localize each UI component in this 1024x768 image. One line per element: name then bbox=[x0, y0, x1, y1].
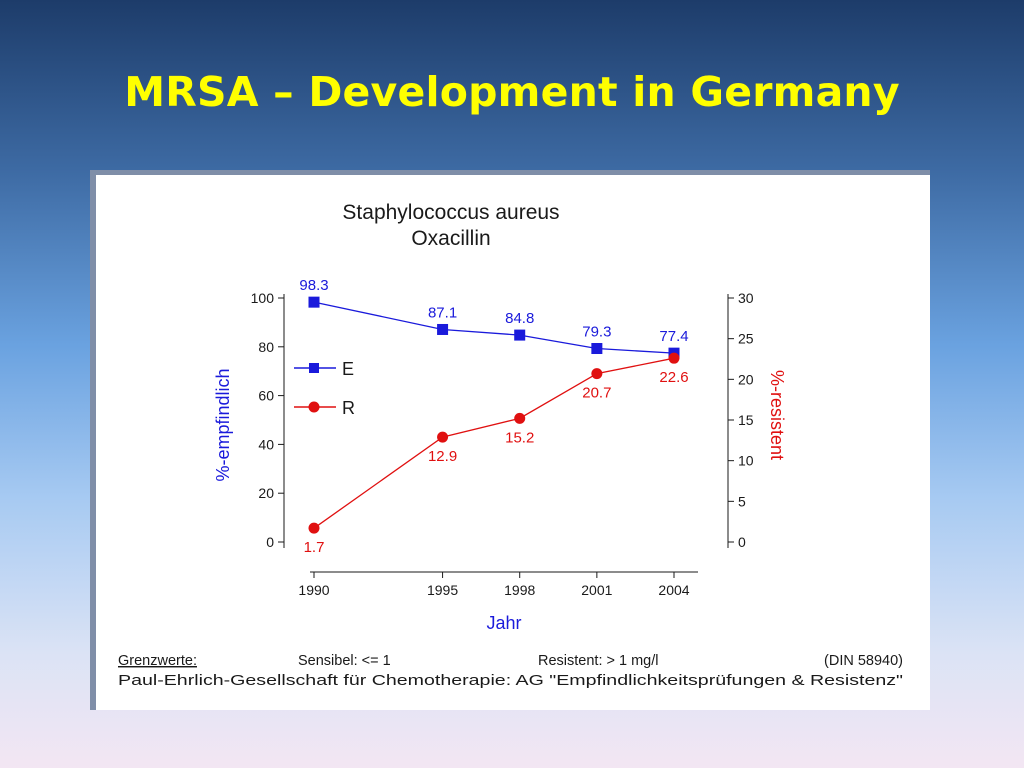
y-tick-label-right: 25 bbox=[738, 331, 754, 347]
point-r bbox=[308, 522, 320, 534]
data-label-r: 1.7 bbox=[304, 539, 325, 556]
y-axis-label-left: %-empfindlich bbox=[213, 368, 233, 481]
y-tick-label-right: 30 bbox=[738, 290, 754, 306]
footer-breakpoints-label: Grenzwerte: bbox=[118, 653, 197, 669]
point-e bbox=[514, 329, 526, 341]
data-label-e: 84.8 bbox=[505, 310, 534, 327]
x-tick-label: 2004 bbox=[658, 582, 689, 598]
legend: E R bbox=[294, 359, 355, 418]
y-tick-label-right: 10 bbox=[738, 453, 754, 469]
point-r bbox=[437, 431, 449, 443]
slide-title: MRSA – Development in Germany bbox=[124, 68, 900, 116]
legend-marker-e bbox=[309, 363, 319, 373]
point-r bbox=[514, 412, 526, 424]
point-e bbox=[308, 296, 320, 308]
y-tick-label-right: 20 bbox=[738, 371, 754, 387]
y-tick-label-left: 60 bbox=[258, 388, 274, 404]
footer-sensible: Sensibel: <= 1 bbox=[298, 653, 391, 669]
x-tick-label: 1998 bbox=[504, 582, 535, 598]
y-tick-label-left: 80 bbox=[258, 339, 274, 355]
axes: 0 20 40 60 80 100 0 5 10 15 20 25 30 1990 1995 1998 2001… bbox=[251, 290, 754, 598]
y-tick-label-left: 0 bbox=[266, 534, 274, 550]
footer-standard: (DIN 58940) bbox=[824, 653, 903, 669]
point-r bbox=[591, 368, 603, 380]
footer-source: Paul-Ehrlich-Gesellschaft für Chemothera… bbox=[118, 673, 903, 689]
data-label-e: 77.4 bbox=[659, 328, 688, 345]
data-labels: 98.3 87.1 84.8 79.3 77.4 1.7 12.9 15.2 20.7 22.6 bbox=[299, 277, 688, 556]
y-tick-label-left: 20 bbox=[258, 485, 274, 501]
chart-footer: Grenzwerte: Sensibel: <= 1 Resistent: > … bbox=[118, 653, 903, 689]
y-tick-label-left: 100 bbox=[251, 290, 275, 306]
y-tick-label-right: 0 bbox=[738, 534, 746, 550]
data-label-e: 87.1 bbox=[428, 304, 457, 321]
series-line-r bbox=[313, 357, 675, 529]
series-line-e bbox=[313, 301, 675, 354]
legend-label-e: E bbox=[342, 359, 354, 379]
chart-svg: Staphylococcus aureus Oxacillin 0 20 40 60 8… bbox=[118, 201, 903, 689]
x-axis-label: Jahr bbox=[486, 613, 521, 633]
data-label-r: 20.7 bbox=[582, 385, 611, 402]
x-tick-label: 2001 bbox=[581, 582, 612, 598]
marks bbox=[308, 296, 680, 534]
data-label-e: 98.3 bbox=[299, 277, 328, 294]
data-label-r: 12.9 bbox=[428, 448, 457, 465]
data-label-e: 79.3 bbox=[582, 324, 611, 341]
chart-subtitle: Oxacillin bbox=[411, 227, 490, 250]
chart-card: Staphylococcus aureus Oxacillin 0 20 40 60 8… bbox=[90, 170, 930, 710]
y-tick-label-left: 40 bbox=[258, 436, 274, 452]
x-tick-label: 1990 bbox=[298, 582, 329, 598]
chart-title: Staphylococcus aureus bbox=[342, 201, 559, 224]
x-tick-label: 1995 bbox=[427, 582, 458, 598]
footer-resistant: Resistent: > 1 mg/l bbox=[538, 653, 658, 669]
series-lines bbox=[313, 301, 675, 529]
point-r bbox=[668, 352, 680, 364]
data-label-r: 15.2 bbox=[505, 429, 534, 446]
point-e bbox=[437, 323, 449, 335]
y-axis-label-right: %-resistent bbox=[767, 370, 787, 460]
y-tick-label-right: 5 bbox=[738, 493, 746, 509]
legend-marker-r bbox=[308, 401, 320, 413]
data-label-r: 22.6 bbox=[659, 369, 688, 386]
point-e bbox=[591, 343, 603, 355]
y-tick-label-right: 15 bbox=[738, 412, 754, 428]
legend-label-r: R bbox=[342, 398, 355, 418]
